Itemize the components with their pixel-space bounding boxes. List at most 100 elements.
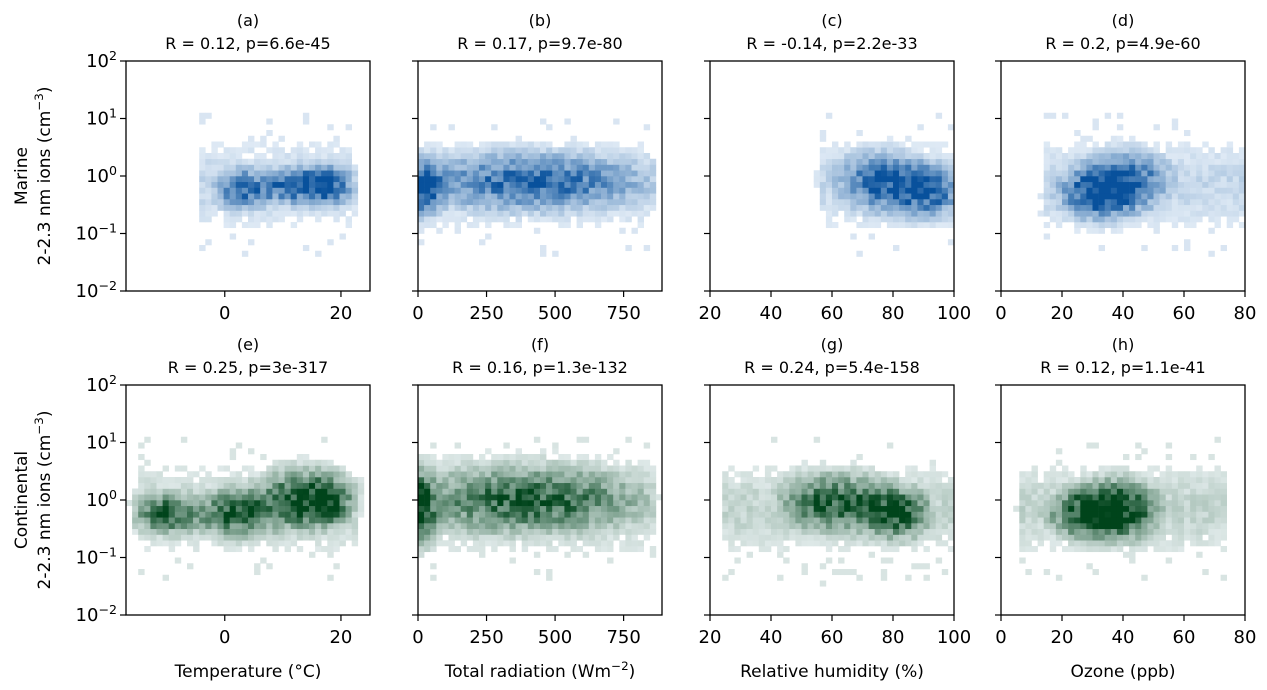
heatmap-cell [643, 245, 651, 252]
heatmap-cell [905, 523, 912, 530]
heatmap-cell [838, 164, 845, 171]
heatmap-cell [272, 540, 279, 547]
heatmap-cell [917, 471, 924, 478]
heatmap-cell [935, 505, 943, 512]
heatmap-cell [911, 199, 918, 206]
heatmap-cell [862, 517, 869, 524]
heatmap-cell [1177, 193, 1185, 200]
heatmap-cell [795, 477, 802, 484]
heatmap-cell [1220, 170, 1227, 177]
heatmap-cell [819, 130, 827, 137]
heatmap-cell [740, 517, 747, 524]
heatmap-cell [740, 477, 747, 484]
heatmap-cell [758, 494, 766, 501]
heatmap-cell [180, 488, 188, 495]
heatmap-cell [807, 500, 814, 507]
heatmap-cell [746, 482, 753, 489]
heatmap-cell [838, 176, 845, 183]
heatmap-cell [740, 528, 747, 535]
heatmap-cell [594, 153, 602, 160]
heatmap-cell [893, 187, 900, 194]
heatmap-cell [1074, 210, 1081, 217]
heatmap-cell [899, 187, 906, 194]
heatmap-cell [880, 540, 888, 547]
heatmap-cell [521, 204, 529, 211]
heatmap-cell [309, 551, 316, 558]
heatmap-cell [1123, 199, 1130, 206]
heatmap-cell [479, 540, 486, 547]
heatmap-cell [862, 164, 869, 171]
heatmap-cell [601, 158, 608, 165]
heatmap-cell [466, 187, 474, 194]
heatmap-cell [546, 199, 553, 206]
heatmap-cell [935, 176, 943, 183]
heatmap-cell [442, 204, 449, 211]
heatmap-cell [825, 482, 833, 489]
heatmap-cell [947, 164, 955, 171]
heatmap-cell [339, 193, 346, 200]
heatmap-cell [594, 505, 602, 512]
heatmap-cell [479, 546, 486, 553]
heatmap-cell [1135, 540, 1142, 547]
heatmap-cell [1226, 210, 1234, 217]
heatmap-cell [1129, 482, 1136, 489]
heatmap-cell [935, 477, 943, 484]
heatmap-cell [546, 471, 553, 478]
x-tick-label: 40 [760, 627, 783, 648]
heatmap-cell [351, 164, 359, 171]
heatmap-cell [1214, 153, 1221, 160]
heatmap-cell [229, 187, 237, 194]
heatmap-cell [327, 239, 334, 246]
heatmap-cell [278, 500, 285, 507]
heatmap-cell [886, 153, 894, 160]
heatmap-cell [935, 500, 943, 507]
heatmap-cell [546, 540, 553, 547]
heatmap-cell [1110, 187, 1118, 194]
heatmap-cell [789, 482, 796, 489]
heatmap-cell [1098, 153, 1105, 160]
heatmap-cell [1165, 210, 1173, 217]
heatmap-cell [582, 551, 590, 558]
heatmap-cell [1074, 528, 1081, 535]
heatmap-cell [509, 488, 516, 495]
heatmap-cell [947, 204, 955, 211]
heatmap-cell [540, 540, 547, 547]
heatmap-cell [825, 488, 833, 495]
heatmap-cell [327, 210, 334, 217]
heatmap-cell [1232, 199, 1240, 206]
heatmap-cell [485, 494, 492, 501]
heatmap-cell [1220, 164, 1227, 171]
heatmap-cell [1110, 511, 1118, 518]
heatmap-cell [1135, 153, 1142, 160]
heatmap-cell [813, 170, 821, 177]
heatmap-cell [1165, 500, 1173, 507]
heatmap-cell [607, 187, 614, 194]
heatmap-cell [126, 500, 133, 507]
heatmap-cell [728, 465, 735, 472]
heatmap-cell [588, 153, 596, 160]
heatmap-cell [248, 523, 255, 530]
heatmap-cell [1116, 181, 1124, 188]
heatmap-cell [211, 540, 218, 547]
heatmap-cell [138, 477, 145, 484]
heatmap-cell [272, 505, 279, 512]
heatmap-cell [825, 199, 833, 206]
heatmap-cell [1043, 141, 1051, 148]
heatmap-cell [1159, 187, 1166, 194]
heatmap-cell [515, 528, 522, 535]
heatmap-cell [223, 494, 230, 501]
heatmap-cell [205, 216, 212, 223]
heatmap-cell [1141, 540, 1148, 547]
heatmap-cell [570, 477, 577, 484]
heatmap-cell [637, 471, 644, 478]
heatmap-cell [570, 187, 577, 194]
heatmap-cell [327, 164, 334, 171]
heatmap-cell [838, 488, 845, 495]
heatmap-cell [576, 546, 583, 553]
heatmap-cell [254, 204, 261, 211]
heatmap-cell [1092, 118, 1099, 125]
heatmap-cell [893, 153, 900, 160]
heatmap-cell [643, 505, 651, 512]
heatmap-cell [278, 523, 285, 530]
heatmap-cell [540, 454, 547, 461]
